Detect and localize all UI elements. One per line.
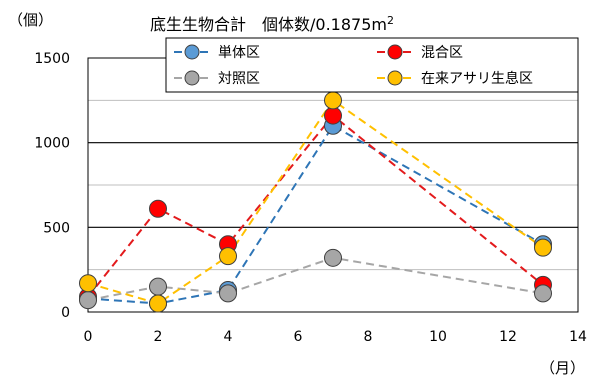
chart-title-main: 底生生物合計 個体数/0.1875m <box>150 15 387 34</box>
data-point-対照区 <box>149 277 167 296</box>
data-point-混合区 <box>149 199 167 218</box>
data-point-対照区 <box>534 284 552 303</box>
data-point-在来アサリ生息区 <box>149 294 167 313</box>
series-layer <box>79 91 552 313</box>
y-tick-label: 0 <box>61 305 70 321</box>
data-point-在来アサリ生息区 <box>79 274 97 293</box>
x-tick-label: 0 <box>84 329 93 345</box>
chart-title: 底生生物合計 個体数/0.1875m2 <box>150 14 394 34</box>
series-line-混合区 <box>87 114 544 298</box>
y-tick-label: 500 <box>43 220 70 236</box>
data-point-在来アサリ生息区 <box>324 91 342 110</box>
x-axis-unit-label: （月） <box>540 359 585 377</box>
legend-box <box>165 37 579 93</box>
legend-marker <box>387 44 403 60</box>
x-tick-label: 12 <box>499 329 517 345</box>
x-tick-label: 10 <box>429 329 447 345</box>
x-tick-label: 2 <box>154 329 163 345</box>
legend-marker <box>184 70 200 86</box>
data-point-対照区 <box>324 248 342 267</box>
x-tick-label: 6 <box>294 329 303 345</box>
legend-marker <box>184 44 200 60</box>
legend-label: 単体区 <box>218 45 260 61</box>
legend-label: 対照区 <box>218 71 260 87</box>
data-point-対照区 <box>79 291 97 310</box>
x-tick-label: 14 <box>569 329 587 345</box>
data-point-在来アサリ生息区 <box>534 238 552 257</box>
data-point-在来アサリ生息区 <box>219 247 237 266</box>
x-tick-label: 8 <box>364 329 373 345</box>
y-axis-unit-label: （個） <box>8 11 53 29</box>
legend-marker <box>387 70 403 86</box>
x-tick-label: 4 <box>224 329 233 345</box>
chart-title-superscript: 2 <box>387 14 394 27</box>
data-point-対照区 <box>219 284 237 303</box>
legend-label: 混合区 <box>421 45 463 61</box>
y-tick-label: 1000 <box>34 136 70 152</box>
x-axis-ticks: 0 2 4 6 8 10 12 14 <box>84 329 587 345</box>
data-point-混合区 <box>324 106 342 125</box>
y-tick-label: 1500 <box>34 51 70 67</box>
series-line-単体区 <box>87 124 544 305</box>
legend-label: 在来アサリ生息区 <box>421 70 533 87</box>
y-axis-ticks: 0 500 1000 1500 <box>34 51 70 321</box>
